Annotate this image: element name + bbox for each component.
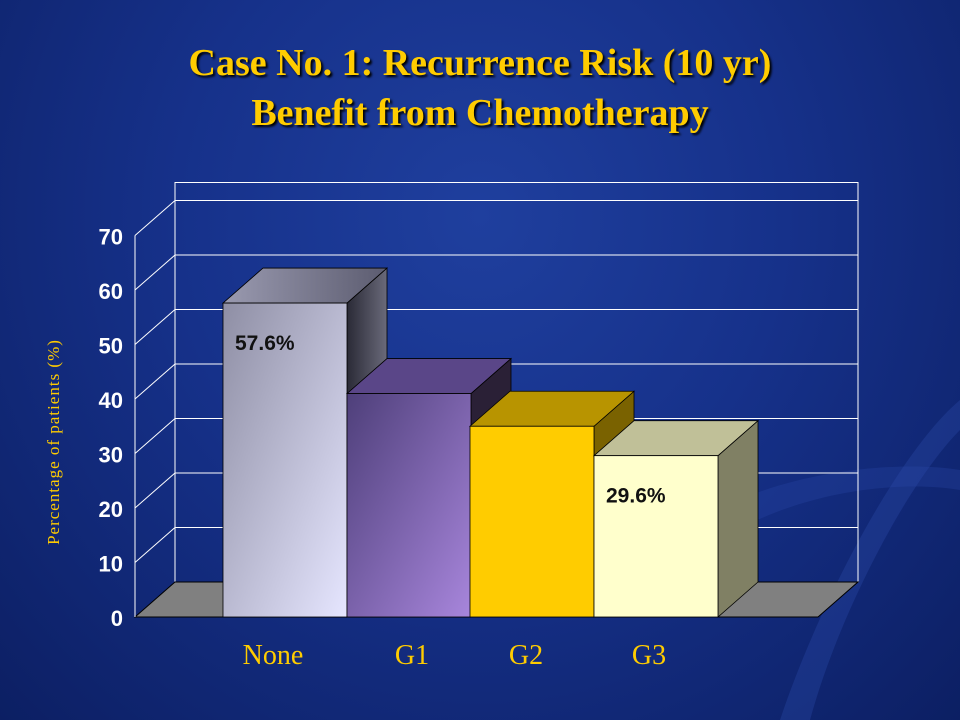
y-tick-label: 20 <box>99 497 123 522</box>
gridline-side <box>134 254 176 291</box>
y-tick-label: 40 <box>99 388 123 413</box>
title-line-1: Case No. 1: Recurrence Risk (10 yr) <box>188 42 772 84</box>
x-category-label: G2 <box>508 640 544 671</box>
chart-bars <box>221 267 760 618</box>
y-axis-title: Percentage of patients (%) <box>44 339 63 545</box>
gridline-side <box>134 200 176 236</box>
y-tick-label: 30 <box>99 443 123 468</box>
chart-labels: 57.6% 29.6% <box>235 332 666 508</box>
x-category-label: G3 <box>631 640 667 671</box>
bar-g3 <box>593 455 719 618</box>
gridline-side <box>134 363 176 400</box>
slide-title: Case No. 1: Recurrence Risk (10 yr) Bene… <box>0 38 960 138</box>
bar-none <box>222 302 348 618</box>
y-tick-label: 0 <box>111 606 123 631</box>
data-label-none: 57.6% <box>235 332 295 355</box>
title-line-2: Benefit from Chemotherapy <box>251 92 709 134</box>
gridline-side <box>134 418 176 454</box>
y-tick-label: 50 <box>99 334 123 359</box>
bar-g1 <box>346 393 472 618</box>
y-tick-label: 10 <box>99 552 123 577</box>
gridline-side <box>134 527 176 563</box>
x-category-label: G1 <box>394 640 430 671</box>
data-label-g3: 29.6% <box>606 485 666 508</box>
gridline-side <box>134 309 176 345</box>
y-tick-label: 70 <box>99 225 123 250</box>
gridline-side <box>134 472 176 509</box>
x-category-label: None <box>242 640 304 671</box>
bar-g2 <box>469 425 595 618</box>
y-tick-label: 60 <box>99 279 123 304</box>
